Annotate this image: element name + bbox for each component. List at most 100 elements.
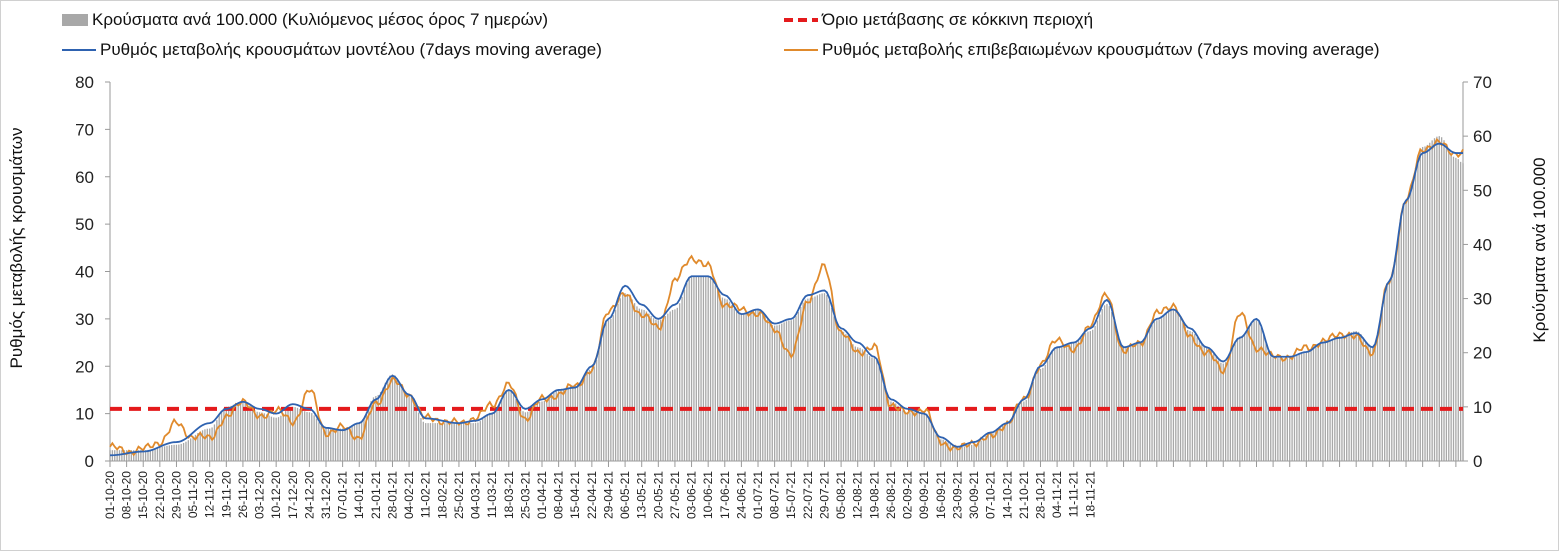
x-tick-label: 04-03-21 <box>469 471 483 519</box>
case-bar <box>505 391 508 461</box>
case-bar <box>417 412 420 461</box>
case-bar <box>285 411 287 461</box>
case-bar <box>683 289 686 461</box>
case-bar <box>308 412 311 461</box>
case-bar <box>769 322 771 461</box>
case-bar <box>1227 358 1229 461</box>
case-bar <box>1141 340 1144 461</box>
case-bar <box>854 346 856 461</box>
case-bar <box>1281 358 1284 461</box>
x-tick-label: 17-12-20 <box>286 471 300 519</box>
case-bar <box>156 448 159 461</box>
case-bar <box>890 401 892 461</box>
case-bar <box>527 411 529 461</box>
x-tick-label: 27-05-21 <box>668 471 682 519</box>
case-bar <box>315 418 318 461</box>
x-tick-label: 03-06-21 <box>685 471 699 519</box>
case-bar <box>909 412 911 461</box>
case-bar <box>135 450 137 461</box>
case-bar <box>280 415 282 461</box>
case-bar <box>204 429 206 461</box>
x-tick-label: 03-12-20 <box>253 471 267 519</box>
case-bar <box>935 434 937 461</box>
case-bar <box>773 325 776 461</box>
case-bar <box>738 314 740 461</box>
x-tick-label: 11-03-21 <box>485 471 499 518</box>
case-bar <box>1424 146 1426 461</box>
case-bar <box>1357 331 1360 461</box>
case-bar <box>1113 320 1115 461</box>
case-bar <box>555 391 557 461</box>
case-bar <box>902 410 904 461</box>
x-tick-label: 22-04-21 <box>585 471 599 519</box>
case-bar <box>1305 352 1307 461</box>
case-bar <box>1096 320 1099 461</box>
case-bar <box>1308 352 1310 461</box>
case-bar <box>470 423 472 461</box>
case-bar <box>1139 341 1141 461</box>
case-bar <box>137 450 140 461</box>
case-bar <box>1084 333 1087 461</box>
case-bar <box>944 440 947 461</box>
legend-item-bars: Κρούσματα ανά 100.000 (Κυλιόμενος μέσος … <box>62 10 548 30</box>
y-right-tick-label: 70 <box>1473 73 1492 92</box>
case-bar <box>529 410 531 461</box>
case-bar <box>994 431 997 461</box>
case-bar <box>1182 322 1184 461</box>
case-bar <box>1398 232 1400 461</box>
case-bar <box>287 408 289 461</box>
case-bar <box>557 390 560 461</box>
case-bar <box>396 378 398 461</box>
case-bar <box>1391 278 1393 461</box>
y-right-tick-label: 50 <box>1473 181 1492 200</box>
case-bar <box>733 308 735 461</box>
case-bar <box>273 417 275 461</box>
case-bar <box>242 401 244 461</box>
case-bar <box>1198 340 1201 461</box>
case-bar <box>1286 358 1288 461</box>
case-bar <box>1248 326 1251 461</box>
case-bar <box>1433 138 1436 461</box>
y-right-tick-label: 40 <box>1473 235 1492 254</box>
case-bar <box>190 438 192 461</box>
x-tick-label: 19-11-20 <box>219 471 233 518</box>
case-bar <box>1108 306 1110 461</box>
case-bar <box>693 276 695 461</box>
case-bar <box>161 446 163 461</box>
case-bar <box>512 394 515 461</box>
case-bar <box>638 308 640 461</box>
x-tick-label: 22-07-21 <box>801 471 815 519</box>
case-bar <box>849 340 852 461</box>
case-bar <box>866 353 868 461</box>
case-bar <box>617 303 619 461</box>
case-bar <box>1013 414 1016 461</box>
case-bar <box>451 423 453 461</box>
case-bar <box>816 295 819 461</box>
case-bar <box>410 397 413 461</box>
x-tick-label: 10-06-21 <box>701 471 715 519</box>
case-bar <box>118 450 121 461</box>
case-bar <box>318 422 320 461</box>
case-bar <box>764 315 766 461</box>
x-tick-label: 18-02-21 <box>435 471 449 519</box>
case-bar <box>1374 344 1376 461</box>
case-bar <box>1341 336 1343 461</box>
case-bar <box>534 405 536 461</box>
case-bar <box>1160 318 1163 461</box>
case-bar <box>1459 161 1462 462</box>
case-bar <box>807 298 809 461</box>
y-right-tick-label: 30 <box>1473 290 1492 309</box>
case-bar <box>270 416 273 461</box>
case-bar <box>695 276 697 461</box>
case-bar <box>1156 320 1158 461</box>
case-bar <box>1208 348 1210 461</box>
x-tick-label: 05-11-20 <box>186 471 200 518</box>
case-bar <box>531 408 534 461</box>
case-bar <box>752 310 754 461</box>
case-bar <box>1224 362 1227 461</box>
case-bar <box>795 316 797 461</box>
case-bar <box>1393 267 1395 461</box>
case-bar <box>574 385 576 461</box>
case-bar <box>432 423 434 461</box>
case-bar <box>1006 423 1008 461</box>
